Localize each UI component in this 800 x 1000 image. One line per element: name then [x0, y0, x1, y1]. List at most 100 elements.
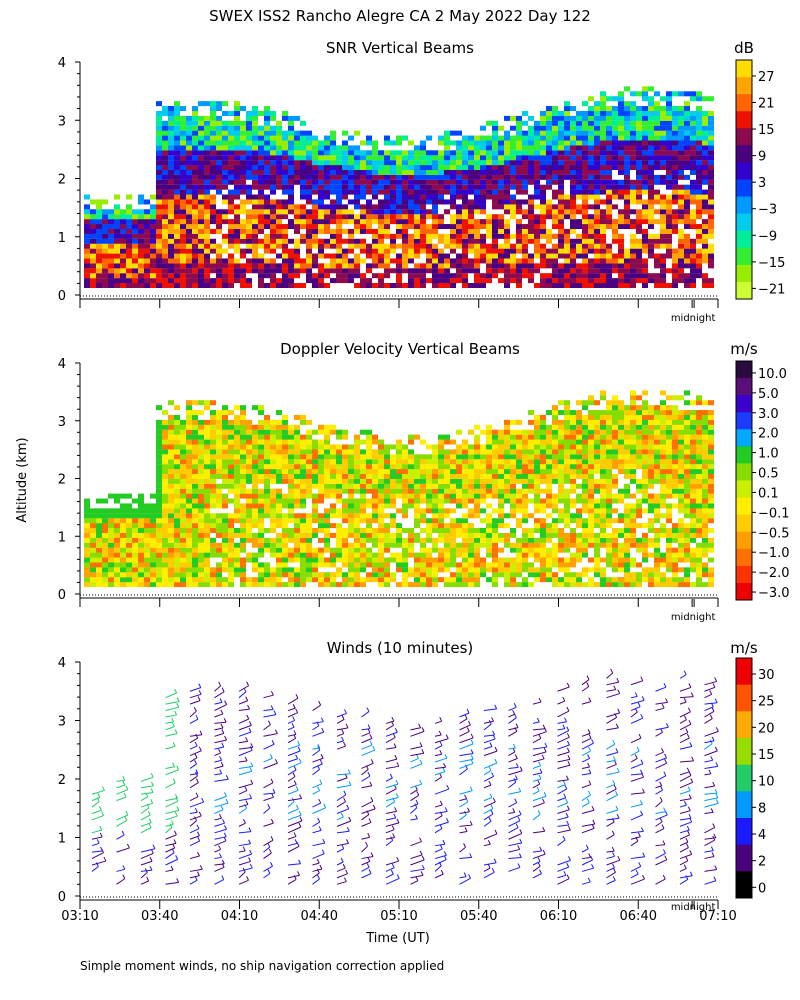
heatmap-cell [570, 273, 576, 279]
heatmap-cell [528, 253, 534, 259]
heatmap-cell [480, 488, 486, 494]
heatmap-cell [90, 233, 96, 239]
heatmap-cell [156, 253, 162, 259]
heatmap-cell [180, 214, 186, 220]
heatmap-cell [654, 189, 660, 195]
heatmap-cell [414, 503, 420, 509]
heatmap-cell [426, 557, 432, 563]
heatmap-cell [450, 160, 456, 166]
heatmap-cell [252, 488, 258, 494]
heatmap-cell [396, 194, 402, 200]
heatmap-cell [402, 258, 408, 264]
heatmap-cell [468, 464, 474, 470]
heatmap-cell [174, 439, 180, 445]
heatmap-cell [204, 199, 210, 205]
heatmap-cell [192, 513, 198, 519]
heatmap-cell [660, 150, 666, 156]
heatmap-cell [276, 464, 282, 470]
heatmap-cell [216, 243, 222, 249]
heatmap-cell [594, 194, 600, 200]
heatmap-cell [558, 204, 564, 210]
heatmap-cell [192, 577, 198, 583]
heatmap-cell [102, 263, 108, 269]
heatmap-cell [156, 189, 162, 195]
heatmap-cell [396, 493, 402, 499]
heatmap-cell [240, 424, 246, 430]
heatmap-cell [228, 120, 234, 126]
heatmap-cell [378, 577, 384, 583]
heatmap-cell [456, 518, 462, 524]
heatmap-cell [300, 214, 306, 220]
heatmap-cell [642, 155, 648, 161]
heatmap-cell [246, 429, 252, 435]
heatmap-cell [318, 238, 324, 244]
heatmap-cell [312, 552, 318, 558]
heatmap-cell [558, 194, 564, 200]
heatmap-cell [318, 454, 324, 460]
heatmap-cell [102, 542, 108, 548]
heatmap-cell [468, 199, 474, 205]
heatmap-cell [240, 473, 246, 479]
heatmap-cell [270, 473, 276, 479]
heatmap-cell [546, 184, 552, 190]
heatmap-cell [426, 184, 432, 190]
heatmap-cell [270, 268, 276, 274]
heatmap-cell [510, 268, 516, 274]
heatmap-cell [588, 155, 594, 161]
heatmap-cell [678, 115, 684, 121]
heatmap-cell [342, 268, 348, 274]
heatmap-cell [528, 174, 534, 180]
heatmap-cell [132, 508, 138, 514]
heatmap-cell [306, 228, 312, 234]
heatmap-cell [504, 258, 510, 264]
heatmap-cell [186, 562, 192, 568]
heatmap-cell [246, 120, 252, 126]
heatmap-cell [576, 243, 582, 249]
heatmap-cell [516, 248, 522, 254]
heatmap-cell [102, 537, 108, 543]
heatmap-cell [270, 179, 276, 185]
heatmap-cell [162, 483, 168, 489]
heatmap-cell [252, 248, 258, 254]
heatmap-cell [168, 115, 174, 121]
heatmap-cell [174, 140, 180, 146]
heatmap-cell [402, 214, 408, 220]
heatmap-cell [588, 184, 594, 190]
heatmap-cell [186, 434, 192, 440]
heatmap-cell [318, 145, 324, 151]
heatmap-cell [432, 258, 438, 264]
heatmap-cell [522, 184, 528, 190]
heatmap-cell [96, 523, 102, 529]
heatmap-cell [672, 278, 678, 284]
heatmap-cell [516, 115, 522, 121]
heatmap-cell [132, 238, 138, 244]
heatmap-cell [276, 493, 282, 499]
heatmap-cell [252, 513, 258, 519]
heatmap-cell [138, 268, 144, 274]
heatmap-cell [678, 209, 684, 215]
heatmap-cell [378, 179, 384, 185]
heatmap-cell [660, 214, 666, 220]
heatmap-cell [108, 253, 114, 259]
heatmap-cell [612, 263, 618, 269]
heatmap-cell [456, 140, 462, 146]
heatmap-cell [288, 258, 294, 264]
heatmap-cell [336, 493, 342, 499]
heatmap-cell [150, 532, 156, 538]
heatmap-cell [336, 160, 342, 166]
heatmap-cell [330, 429, 336, 435]
heatmap-cell [372, 473, 378, 479]
heatmap-cell [468, 243, 474, 249]
heatmap-cell [462, 160, 468, 166]
heatmap-cell [444, 233, 450, 239]
heatmap-cell [576, 155, 582, 161]
heatmap-cell [156, 572, 162, 578]
heatmap-cell [426, 562, 432, 568]
heatmap-cell [150, 523, 156, 529]
heatmap-cell [438, 434, 444, 440]
heatmap-cell [612, 233, 618, 239]
heatmap-cell [258, 552, 264, 558]
heatmap-cell [360, 224, 366, 230]
heatmap-cell [144, 508, 150, 514]
heatmap-cell [156, 498, 162, 504]
